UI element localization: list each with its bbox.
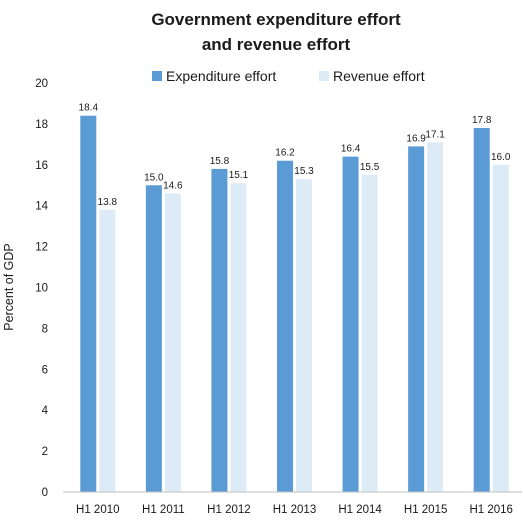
y-tick-label: 4 bbox=[42, 405, 49, 417]
y-tick-label: 18 bbox=[35, 119, 48, 131]
data-label-revenue: 15.3 bbox=[294, 166, 314, 177]
chart-title: Government expenditure effort and revenu… bbox=[151, 10, 401, 54]
bar-revenue bbox=[492, 164, 509, 493]
data-label-expenditure: 17.8 bbox=[472, 115, 492, 126]
bar-expenditure bbox=[211, 168, 228, 492]
y-tick-label: 16 bbox=[35, 160, 48, 172]
data-label-revenue: 14.6 bbox=[163, 180, 183, 191]
x-tick-label: H1 2010 bbox=[76, 504, 119, 516]
data-label-expenditure: 16.2 bbox=[275, 148, 295, 159]
y-tick-label: 12 bbox=[35, 242, 48, 254]
y-tick-label: 6 bbox=[42, 364, 48, 376]
bar-expenditure bbox=[277, 160, 293, 492]
chart-title-line-1: Government expenditure effort bbox=[151, 10, 401, 29]
legend: Expenditure effort Revenue effort bbox=[152, 68, 425, 84]
legend-label-expenditure: Expenditure effort bbox=[166, 68, 276, 84]
bar-expenditure bbox=[342, 156, 359, 492]
x-axis: H1 2010 H1 2011 H1 2012 H1 2013 H1 2014 H1 20… bbox=[76, 504, 513, 516]
legend-swatch-expenditure bbox=[152, 71, 162, 81]
data-label-expenditure: 15.0 bbox=[144, 172, 164, 183]
bars bbox=[80, 115, 509, 493]
y-axis: 0 2 4 6 8 10 12 14 16 18 20 bbox=[35, 78, 48, 499]
y-tick-label: 20 bbox=[35, 78, 48, 90]
data-label-revenue: 15.5 bbox=[360, 162, 380, 173]
y-tick-label: 10 bbox=[35, 283, 48, 295]
y-tick-label: 14 bbox=[35, 201, 48, 213]
data-label-revenue: 15.1 bbox=[229, 170, 249, 181]
bar-revenue bbox=[296, 179, 312, 493]
bar-revenue bbox=[230, 183, 247, 492]
data-label-revenue: 13.8 bbox=[98, 197, 118, 208]
data-label-expenditure: 15.8 bbox=[210, 156, 230, 167]
bar-revenue bbox=[164, 193, 181, 492]
y-tick-label: 0 bbox=[42, 487, 48, 499]
data-labels: 18.4 13.8 15.014.6 15.8 15.1 16.2 15.3 16.4 15.5… bbox=[79, 103, 511, 208]
chart-title-line-2: and revenue effort bbox=[202, 35, 351, 54]
bar-expenditure bbox=[408, 146, 425, 492]
y-tick-label: 2 bbox=[42, 446, 48, 458]
legend-label-revenue: Revenue effort bbox=[333, 68, 425, 84]
x-tick-label: H1 2013 bbox=[273, 504, 316, 516]
x-tick-label: H1 2015 bbox=[404, 504, 447, 516]
bar-revenue bbox=[99, 209, 116, 493]
x-tick-label: H1 2012 bbox=[207, 504, 250, 516]
data-label-revenue: 16.0 bbox=[491, 152, 511, 163]
data-label-expenditure: 18.4 bbox=[79, 103, 99, 114]
x-tick-label: H1 2014 bbox=[338, 504, 382, 516]
y-axis-label: Percent of GDP bbox=[2, 243, 16, 331]
x-tick-label: H1 2011 bbox=[142, 504, 185, 516]
bar-revenue bbox=[427, 142, 444, 492]
bar-expenditure bbox=[145, 185, 162, 492]
data-label-expenditure: 16.4 bbox=[341, 144, 361, 155]
bar-expenditure bbox=[473, 127, 490, 493]
data-label-revenue: 17.1 bbox=[425, 129, 445, 140]
x-tick-label: H1 2016 bbox=[469, 504, 512, 516]
data-label-expenditure: 16.9 bbox=[406, 133, 426, 144]
bar-expenditure bbox=[80, 115, 97, 492]
y-tick-label: 8 bbox=[42, 323, 48, 335]
legend-swatch-revenue bbox=[319, 71, 329, 81]
bar-revenue bbox=[361, 175, 378, 492]
